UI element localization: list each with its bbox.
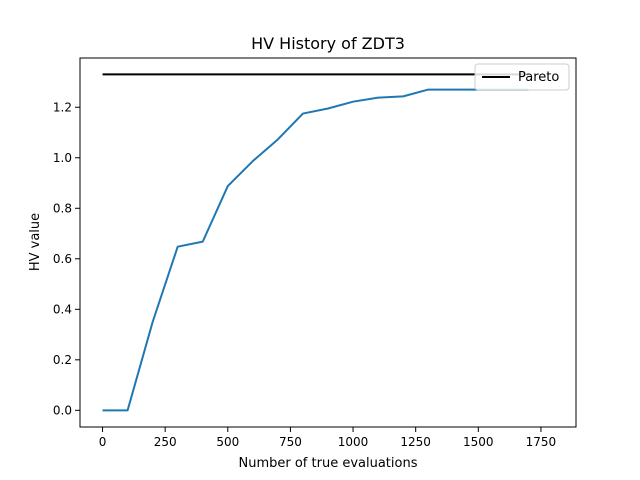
- x-tick-label: 1750: [526, 435, 557, 449]
- y-axis-ticks: 0.0 0.2 0.4 0.6 0.8 1.0 1.2: [53, 100, 80, 417]
- y-axis-label: HV value: [28, 213, 43, 271]
- x-tick-label: 1500: [463, 435, 494, 449]
- legend: Pareto: [474, 63, 570, 91]
- x-tick-label: 1000: [338, 435, 369, 449]
- y-tick-label: 1.0: [53, 151, 72, 165]
- x-tick-label: 500: [216, 435, 239, 449]
- x-axis-ticks: 0 250 500 750 1000 1250 1500 1750: [99, 427, 556, 449]
- legend-box: [474, 63, 570, 91]
- y-tick-label: 0.8: [53, 201, 72, 215]
- series-lines: [102, 73, 529, 412]
- x-tick-label: 250: [154, 435, 177, 449]
- legend-pareto-label: Pareto: [518, 70, 559, 85]
- x-tick-label: 750: [279, 435, 302, 449]
- x-tick-label: 0: [99, 435, 107, 449]
- y-tick-label: 0.0: [53, 403, 72, 417]
- x-tick-label: 1250: [400, 435, 431, 449]
- y-tick-label: 0.6: [53, 252, 72, 266]
- x-axis-label: Number of true evaluations: [239, 456, 418, 471]
- y-tick-label: 1.2: [53, 100, 72, 114]
- chart-title: HV History of ZDT3: [251, 34, 405, 53]
- series-line-0: [102, 88, 529, 412]
- y-tick-label: 0.4: [53, 302, 72, 316]
- y-tick-label: 0.2: [53, 353, 72, 367]
- plot-area-frame: [79, 57, 577, 428]
